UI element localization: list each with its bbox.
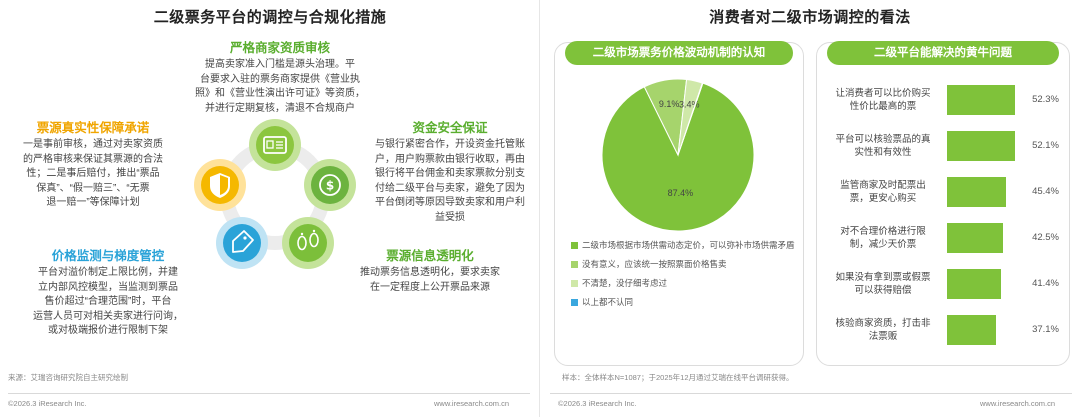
bar-category-label: 对不合理价格进行限 制，减少天价票: [840, 226, 926, 250]
bar-value-label: 52.3%: [1032, 94, 1059, 105]
svg-text:$: $: [326, 179, 334, 193]
bar-value-label: 42.5%: [1032, 232, 1059, 243]
pie-legend: 二级市场根据市场供需动态定价，可以弥补市场供需矛盾 没有意义，应该统一按照票面价格…: [571, 239, 797, 315]
right-footer-divider: [550, 393, 1072, 394]
pie-slice-label: 3.4%: [679, 100, 700, 110]
bar-category-label: 平台可以核验票品的真 实性和有效性: [835, 134, 931, 158]
bar-row: 平台可以核验票品的真 实性和有效性 52.1%: [825, 125, 1061, 167]
bar-card: 二级平台能解决的黄牛问题 让消费者可以比价购买 性价比最高的票 52.3% 平台可以核…: [816, 41, 1070, 366]
qualification-block: 严格商家资质审核 提高卖家准入门槛是源头治理。平 台要求入驻的票务商家提供《营业…: [180, 40, 380, 116]
dollar-coin-icon: $: [304, 159, 356, 211]
authenticity-block: 票源真实性保障承诺 一是事前审核，通过对卖家资质 的严格审核来保证其票源的合法 …: [4, 120, 182, 211]
funds-line: 益受损: [435, 211, 465, 223]
legend-label: 不清楚，没仔细考虑过: [582, 278, 668, 288]
bar-row: 核验商家资质，打击非 法票贩 37.1%: [825, 309, 1061, 351]
authenticity-line: 退一赔一”等保障计划: [46, 197, 140, 208]
price-line: 售价超过“合理范围”时，平台: [44, 296, 172, 307]
funds-line: 户，用户购票款由银行收取，再由: [375, 153, 525, 165]
transparency-line: 在一定程度上公开票品来源: [370, 281, 490, 293]
funds-block: 资金安全保证 与银行紧密合作，开设资金托管账 户，用户购票款由银行收取，再由 银…: [362, 120, 538, 225]
right-source: 样本：全体样本N=1087；于2025年12月通过艾瑞在线平台调研获得。: [562, 373, 794, 382]
funds-line: 与银行紧密合作，开设资金托管账: [375, 139, 525, 150]
authenticity-title: 票源真实性保障承诺: [36, 121, 150, 135]
price-line: 立内部风控模型，当监测到票品: [38, 281, 178, 293]
transparency-title: 票源信息透明化: [386, 249, 474, 263]
authenticity-line: 性；二是事后赔付，推出“票品: [26, 168, 160, 179]
price-tag-icon: [216, 217, 268, 269]
bar-value-label: 37.1%: [1032, 324, 1059, 335]
funds-line: 平台倒闭等原因导致卖家和用户利: [375, 197, 525, 208]
price-line: 运营人员可对相关卖家进行问询，: [33, 310, 183, 322]
pie-chart: 87.4% 9.1% 3.4%: [601, 78, 755, 232]
pie-card-title: 二级市场票务价格波动机制的认知: [565, 41, 793, 65]
bar: [947, 85, 1016, 115]
bar-row: 让消费者可以比价购买 性价比最高的票 52.3%: [825, 79, 1061, 121]
legend-swatch: [571, 261, 578, 268]
legend-label: 没有意义，应该统一按照票面价格售卖: [582, 259, 727, 269]
shield-icon: [194, 159, 246, 211]
bar-category-label: 让消费者可以比价购买 性价比最高的票: [835, 88, 931, 112]
legend-swatch: [571, 242, 578, 249]
right-panel: 消费者对二级市场调控的看法 二级市场票务价格波动机制的认知 87.4% 9.1% 3…: [540, 0, 1080, 417]
footprints-icon: [282, 217, 334, 269]
bar: [947, 269, 1002, 299]
bar: [947, 131, 1016, 161]
pie-slice: [601, 82, 755, 232]
bar-value-label: 41.4%: [1032, 278, 1059, 289]
funds-line: 付给二级平台与卖家，避免了因为: [375, 182, 525, 194]
funds-line: 银行将平台佣金和卖家票款分别支: [375, 168, 525, 179]
pie-slice-label: 87.4%: [668, 188, 694, 198]
qualification-line: 并进行定期复核，清退不合规商户: [205, 102, 355, 114]
bar-category-label: 如果没有拿到票或假票 可以获得赔偿: [835, 272, 931, 296]
left-footer-divider: [8, 393, 530, 394]
left-title: 二级票务平台的调控与合规化措施: [153, 9, 387, 26]
bar-row: 监管商家及时配票出 票，更安心购买 45.4%: [825, 171, 1061, 213]
qualification-line: 提高卖家准入门槛是源头治理。平: [205, 59, 355, 70]
authenticity-line: 一是事前审核，通过对卖家资质: [23, 139, 163, 150]
price-line: 平台对溢价制定上限比例，并建: [38, 267, 178, 278]
right-title: 消费者对二级市场调控的看法: [709, 9, 911, 26]
pie-slice-label: 9.1%: [659, 99, 680, 109]
legend-label: 以上都不认同: [582, 297, 634, 307]
transparency-block: 票源信息透明化 推动票务信息透明化，要求卖家 在一定程度上公开票品来源: [350, 248, 510, 295]
legend-label: 二级市场根据市场供需动态定价，可以弥补市场供需矛盾: [582, 240, 795, 250]
price-line: 或对极端报价进行限制下架: [48, 325, 168, 336]
bar: [947, 315, 996, 345]
qualification-line: 台要求入驻的票务商家提供《营业执: [200, 73, 360, 85]
pie-legend-item: 二级市场根据市场供需动态定价，可以弥补市场供需矛盾: [571, 239, 797, 252]
pie-legend-item: 以上都不认同: [571, 296, 797, 309]
authenticity-line: 的严格审核来保证其票源的合法: [23, 153, 163, 165]
right-footer-copyright: ©2026.3 iResearch Inc.: [558, 399, 637, 408]
bar-card-title: 二级平台能解决的黄牛问题: [827, 41, 1059, 65]
funds-title: 资金安全保证: [412, 121, 488, 135]
bar: [947, 177, 1007, 207]
left-source: 来源：艾瑞咨询研究院自主研究绘制: [8, 373, 128, 382]
legend-swatch: [571, 299, 578, 306]
measures-wheel: $: [194, 119, 356, 269]
right-footer-url: www.iresearch.com.cn: [980, 399, 1056, 408]
authenticity-line: 保真”、“假一赔三”、“无票: [36, 182, 150, 194]
pie-slice: [677, 82, 704, 156]
pie-legend-item: 没有意义，应该统一按照票面价格售卖: [571, 258, 797, 271]
panel-divider: [539, 0, 540, 417]
price-block: 价格监测与梯度管控 平台对溢价制定上限比例，并建 立内部风控模型，当监测到票品 …: [22, 248, 194, 339]
transparency-line: 推动票务信息透明化，要求卖家: [360, 267, 500, 278]
pie-legend-item: 不清楚，没仔细考虑过: [571, 277, 797, 290]
price-title: 价格监测与梯度管控: [51, 249, 165, 263]
left-footer-url: www.iresearch.com.cn: [434, 399, 510, 408]
left-panel: 二级票务平台的调控与合规化措施 严格商家资质审核 提高卖家准入门槛是源头治理。平…: [4, 9, 538, 408]
legend-swatch: [571, 280, 578, 287]
bar-category-label: 核验商家资质，打击非 法票贩: [835, 318, 931, 342]
bar-row: 对不合理价格进行限 制，减少天价票 42.5%: [825, 217, 1061, 259]
left-footer-copyright: ©2026.3 iResearch Inc.: [8, 399, 87, 408]
bar-category-label: 监管商家及时配票出 票，更安心购买: [840, 180, 926, 204]
pie-card: 二级市场票务价格波动机制的认知 87.4% 9.1% 3.4% 二级市场根据市场供需…: [554, 41, 804, 366]
bar-row: 如果没有拿到票或假票 可以获得赔偿 41.4%: [825, 263, 1061, 305]
qualification-line: 照》和《营业性演出许可证》等资质，: [195, 88, 365, 99]
qualification-title: 严格商家资质审核: [229, 41, 330, 55]
document-icon: [249, 119, 301, 171]
bar: [947, 223, 1003, 253]
bar-value-label: 45.4%: [1032, 186, 1059, 197]
bar-value-label: 52.1%: [1032, 140, 1059, 151]
